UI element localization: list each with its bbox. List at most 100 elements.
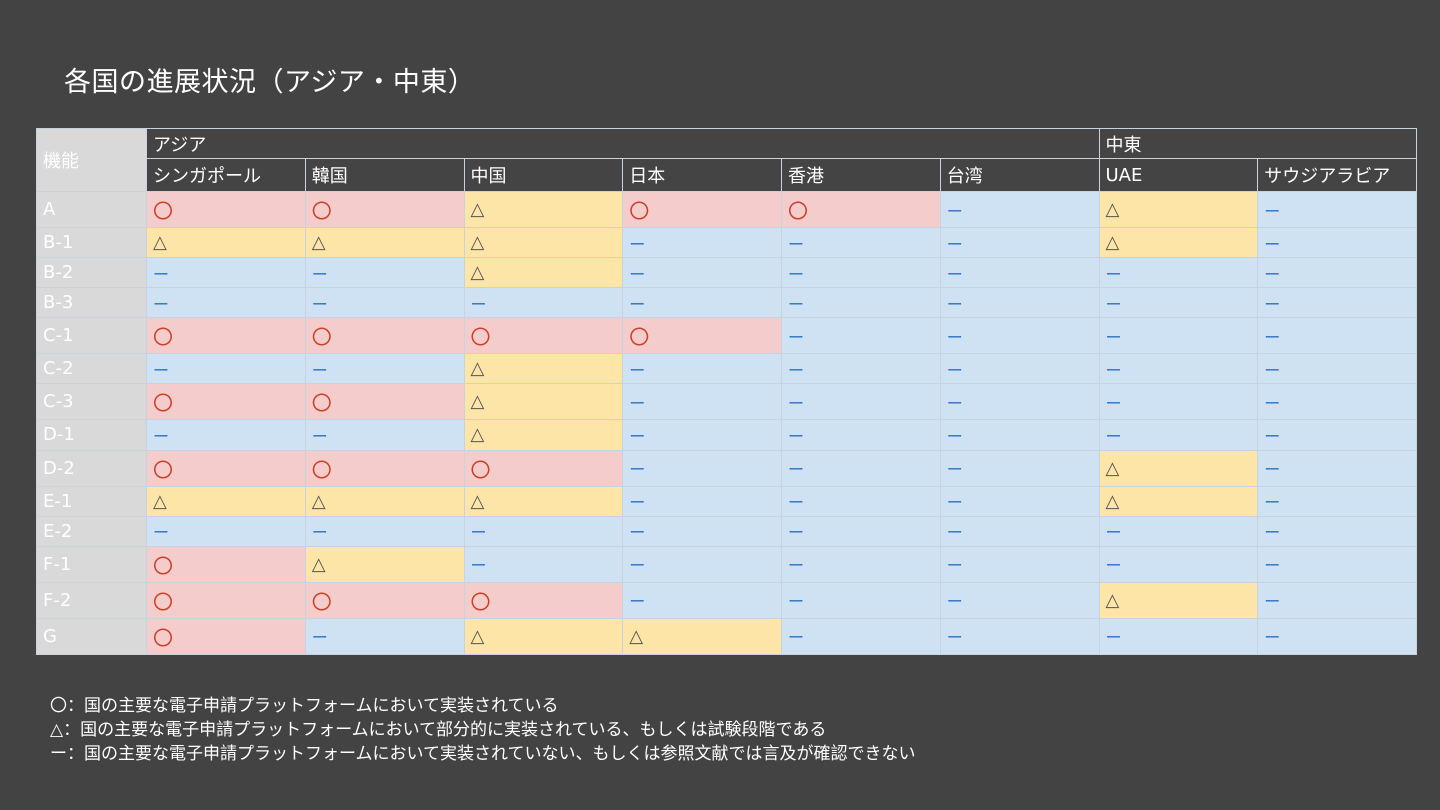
dash-symbol: ー — [946, 327, 963, 347]
country-header: 韓国 — [304, 158, 465, 192]
status-cell: △ — [304, 485, 465, 517]
triangle-symbol: △ — [470, 199, 485, 221]
region-header-asia: アジア — [146, 128, 1100, 159]
status-cell: ー — [1098, 353, 1259, 385]
status-cell: ー — [1257, 383, 1417, 421]
dash-symbol: ー — [788, 556, 805, 576]
dash-symbol: ー — [1264, 294, 1281, 314]
country-header: 日本 — [622, 158, 782, 192]
dash-symbol: ー — [1264, 493, 1281, 513]
table-row: D-2 〇〇〇ーーー △ ー — [36, 449, 1417, 487]
status-cell: ー — [1098, 317, 1259, 355]
circle-symbol: 〇 — [788, 199, 808, 224]
dash-symbol: ー — [629, 426, 646, 446]
dash-symbol: ー — [788, 592, 805, 612]
row-label: C-2 — [36, 353, 147, 385]
row-label: C-3 — [36, 383, 147, 421]
status-cell: △ — [1098, 581, 1259, 619]
dash-symbol: ー — [946, 264, 963, 284]
dash-symbol: ー — [1105, 327, 1122, 347]
country-header-row: シンガポール 韓国 中国 日本 香港 台湾 UAE サウジアラビア — [37, 158, 1417, 192]
status-cell: △ — [1098, 190, 1259, 229]
table-row: C-2 ー ー △ ー ー ー ー ー — [36, 353, 1417, 385]
table-row: E-2 ー ー ー ー ー ー ー ー — [36, 515, 1417, 547]
country-header: 台湾 — [939, 158, 1100, 192]
status-cell: △ — [1098, 449, 1259, 487]
triangle-symbol: △ — [311, 553, 326, 575]
status-cell: ー — [622, 449, 782, 487]
status-cell: ー — [781, 581, 941, 619]
dash-symbol: ー — [788, 360, 805, 380]
status-cell: ー — [939, 317, 1100, 355]
dash-symbol: ー — [629, 264, 646, 284]
row-label: D-1 — [36, 419, 147, 451]
status-cell: ー — [781, 617, 941, 656]
status-cell: ー — [304, 515, 465, 547]
circle-symbol: 〇 — [311, 199, 332, 224]
status-cell: ー — [939, 515, 1100, 547]
dash-symbol: ー — [1105, 393, 1122, 413]
status-cell: ー — [781, 485, 941, 517]
status-cell: ー — [463, 287, 624, 319]
circle-symbol: 〇 — [153, 553, 173, 578]
status-cell: ー — [146, 353, 306, 385]
country-header: UAE — [1098, 158, 1259, 192]
dash-symbol: ー — [153, 294, 170, 314]
status-cell: △ — [1098, 227, 1259, 259]
circle-symbol: 〇 — [311, 589, 332, 614]
status-cell: 〇 — [146, 545, 306, 583]
status-cell: ー — [1257, 287, 1417, 319]
page-title: 各国の進展状況（アジア・中東） — [64, 67, 476, 98]
circle-symbol: 〇 — [153, 625, 173, 650]
dash-symbol: ー — [629, 360, 646, 380]
status-cell: ー — [781, 383, 941, 421]
dash-symbol: ー — [153, 360, 170, 380]
country-header: シンガポール — [146, 158, 306, 192]
circle-symbol: 〇 — [153, 457, 173, 482]
table-row: C-3 〇〇 △ ーーーーー — [36, 383, 1417, 421]
status-cell: ー — [781, 317, 941, 355]
dash-symbol: ー — [1105, 264, 1122, 284]
table-row: G 〇 ー △ △ ー ー ー ー — [36, 617, 1417, 656]
status-table: 機能 アジア 中東 シンガポール 韓国 中国 日本 香港 台湾 UAE サウジア… — [36, 128, 1417, 656]
dash-symbol: ー — [1264, 628, 1281, 648]
table-row: F-1 〇 △ ー ー ー ー ー ー — [36, 545, 1417, 583]
status-cell: 〇 — [146, 617, 306, 656]
status-cell: ー — [781, 353, 941, 385]
status-cell: 〇 — [304, 449, 465, 487]
dash-symbol: ー — [311, 264, 328, 284]
status-cell: △ — [463, 419, 624, 451]
status-cell: ー — [304, 353, 465, 385]
status-cell: ー — [1257, 485, 1417, 517]
dash-symbol: ー — [629, 294, 646, 314]
circle-symbol: 〇 — [470, 325, 491, 350]
status-cell: ー — [939, 545, 1100, 583]
triangle-symbol: △ — [629, 625, 644, 647]
legend-item-circle: 〇：国の主要な電子申請プラットフォームにおいて実装されている — [50, 696, 559, 716]
dash-symbol: ー — [946, 493, 963, 513]
dash-symbol: ー — [629, 393, 646, 413]
dash-symbol: ー — [470, 523, 487, 543]
status-cell: △ — [463, 617, 624, 656]
status-cell: △ — [304, 227, 465, 259]
status-cell: ー — [781, 287, 941, 319]
status-cell: ー — [939, 227, 1100, 259]
status-cell: ー — [1257, 257, 1417, 289]
status-cell: ー — [304, 257, 465, 289]
dash-symbol: ー — [946, 426, 963, 446]
dash-symbol: ー — [1105, 556, 1122, 576]
table-row: B-3 ー ー ー ー ー ー ー ー — [36, 287, 1417, 319]
region-header-row: 機能 アジア 中東 — [36, 128, 1417, 192]
row-label: E-2 — [36, 515, 147, 547]
dash-symbol: ー — [788, 493, 805, 513]
status-cell: ー — [939, 485, 1100, 517]
status-cell: ー — [1257, 353, 1417, 385]
status-cell: 〇 — [146, 190, 306, 229]
status-cell: ー — [1098, 515, 1259, 547]
status-cell: ー — [781, 257, 941, 289]
circle-symbol: 〇 — [311, 457, 332, 482]
status-cell: ー — [939, 383, 1100, 421]
triangle-symbol: △ — [470, 262, 485, 284]
triangle-symbol: △ — [311, 232, 326, 254]
dash-symbol: ー — [788, 426, 805, 446]
